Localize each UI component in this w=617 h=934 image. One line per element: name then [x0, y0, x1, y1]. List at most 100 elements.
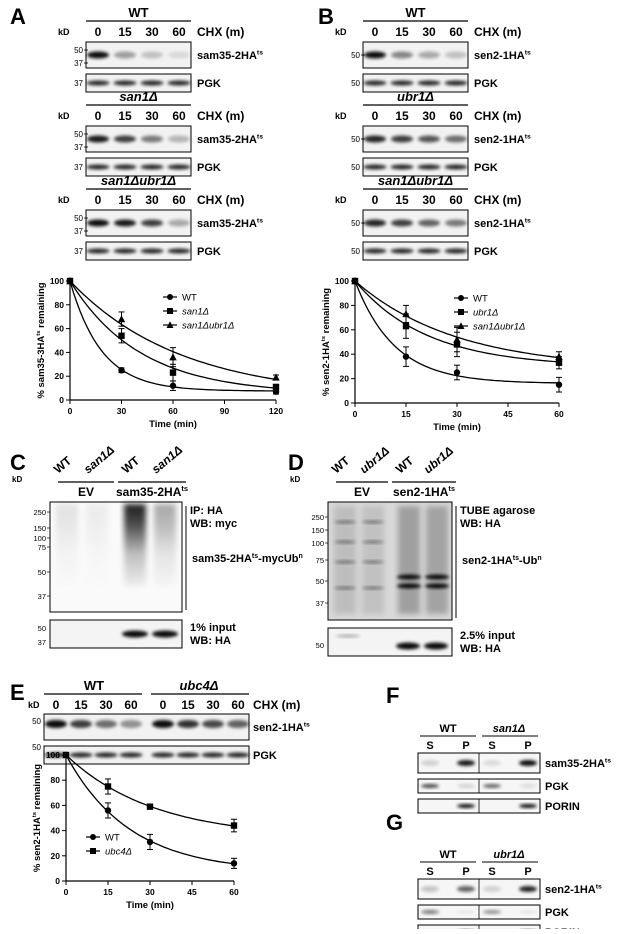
x-tick-label: 60 [554, 409, 564, 419]
blot-band [87, 51, 109, 59]
data-point [555, 352, 563, 360]
loading-band [113, 164, 137, 170]
bg-band [362, 540, 384, 544]
y-tick-label: 60 [55, 324, 65, 334]
x-axis-label: Time (min) [126, 900, 174, 911]
fraction-band [483, 760, 501, 766]
lane-label: WT [329, 453, 353, 476]
loading-band [444, 248, 468, 254]
lane-label: WT [119, 453, 143, 476]
blot-band [141, 135, 163, 143]
loading-label: PGK [197, 246, 221, 258]
fraction-label: P [524, 866, 531, 878]
y-tick-label: 80 [55, 300, 65, 310]
chx-blot: san1Δ kD 0 15 30 60 CHX (m) sam35-2HAts 50 37 PGK 3… [58, 89, 263, 177]
legend-marker [90, 834, 96, 840]
y-tick-label: 40 [340, 349, 350, 359]
time-label: 0 [95, 25, 102, 39]
loading-band [167, 80, 191, 86]
mw-label: 75 [38, 543, 46, 552]
legend-entry: san1Δ [182, 307, 209, 318]
legend: WT ubr1Δ san1Δubr1Δ [454, 294, 525, 333]
fraction-label: S [488, 866, 495, 878]
mw-label: 50 [351, 219, 360, 228]
time-label: 0 [160, 698, 167, 712]
ubiquitin-smear [86, 504, 108, 587]
loading-strip [85, 73, 192, 93]
legend-entry: ubc4Δ [105, 847, 132, 858]
time-label: 15 [395, 25, 409, 39]
x-tick-label: 90 [220, 406, 230, 416]
data-point [402, 353, 410, 360]
loading-band [151, 752, 175, 758]
chx-label: CHX (m) [474, 25, 521, 39]
time-label: 60 [449, 109, 463, 123]
chart-A: 0 20 40 60 80 100 0 30 60 90 120 Time (min) % sam35-… [36, 276, 283, 430]
blot-band [70, 720, 92, 728]
fraction-band [457, 784, 475, 788]
blot-band [391, 135, 413, 143]
loading-band [390, 248, 414, 254]
mw-label: 37 [316, 599, 324, 608]
mw-label: 75 [316, 556, 324, 565]
strain-label: WT [128, 5, 148, 20]
blot-band [45, 720, 67, 728]
time-label: 30 [145, 193, 159, 207]
loading-band [363, 164, 387, 170]
input-label: 2.5% input [460, 630, 515, 642]
legend-marker [458, 309, 464, 315]
time-label: 15 [74, 698, 88, 712]
kd-label: kD [58, 27, 70, 37]
fraction-row-label: PGK [545, 781, 569, 793]
mw-label: 50 [38, 568, 46, 577]
blot-band [177, 720, 199, 728]
fraction-label: S [426, 740, 433, 752]
kd-label: kD [335, 27, 347, 37]
loading-band [444, 164, 468, 170]
data-point [402, 322, 410, 330]
mw-label: 50 [351, 51, 360, 60]
legend-marker [457, 322, 465, 329]
fraction-band [457, 760, 475, 766]
blot-band [418, 135, 440, 143]
blot-band [364, 135, 386, 143]
data-point [272, 383, 280, 391]
fraction-label: P [462, 866, 469, 878]
blot-band [152, 720, 174, 728]
x-tick-label: 60 [229, 887, 239, 897]
fraction-band [519, 910, 537, 914]
bg-band [362, 520, 384, 524]
strain-label: san1Δubr1Δ [101, 173, 177, 188]
smear-label: sen2-1HAts-Ubn [462, 555, 542, 567]
band-label: sen2-1HAts [474, 218, 531, 230]
x-tick-label: 45 [187, 887, 197, 897]
panel-e-blot: WT ubc4Δ kD 0 15 30 60 0 15 30 60 CHX (m) sen2-1HAts… [28, 678, 310, 765]
y-tick-label: 60 [340, 325, 350, 335]
data-point [555, 381, 563, 388]
mw-label: 50 [316, 641, 324, 650]
wb-label: WB: myc [190, 518, 237, 530]
data-point [117, 315, 126, 323]
blot-band [87, 135, 109, 143]
data-point [66, 277, 74, 285]
ub-band [425, 583, 449, 589]
data-point [402, 309, 410, 318]
time-label: 60 [172, 193, 186, 207]
bg-band [334, 560, 356, 564]
loading-band [417, 164, 441, 170]
y-tick-label: 100 [335, 276, 349, 286]
y-tick-label: 20 [55, 371, 65, 381]
blot-band [364, 219, 386, 227]
mw-label: 50 [32, 717, 41, 726]
fraction-band [483, 910, 501, 914]
loading-strip [362, 241, 469, 261]
loading-strip [85, 241, 192, 261]
fraction-band [421, 760, 439, 766]
blot-band [391, 219, 413, 227]
time-label: 0 [95, 109, 102, 123]
blot-band [202, 720, 224, 728]
mw-label: 50 [74, 46, 83, 55]
legend-entry: WT [473, 294, 488, 305]
data-point [169, 382, 177, 389]
